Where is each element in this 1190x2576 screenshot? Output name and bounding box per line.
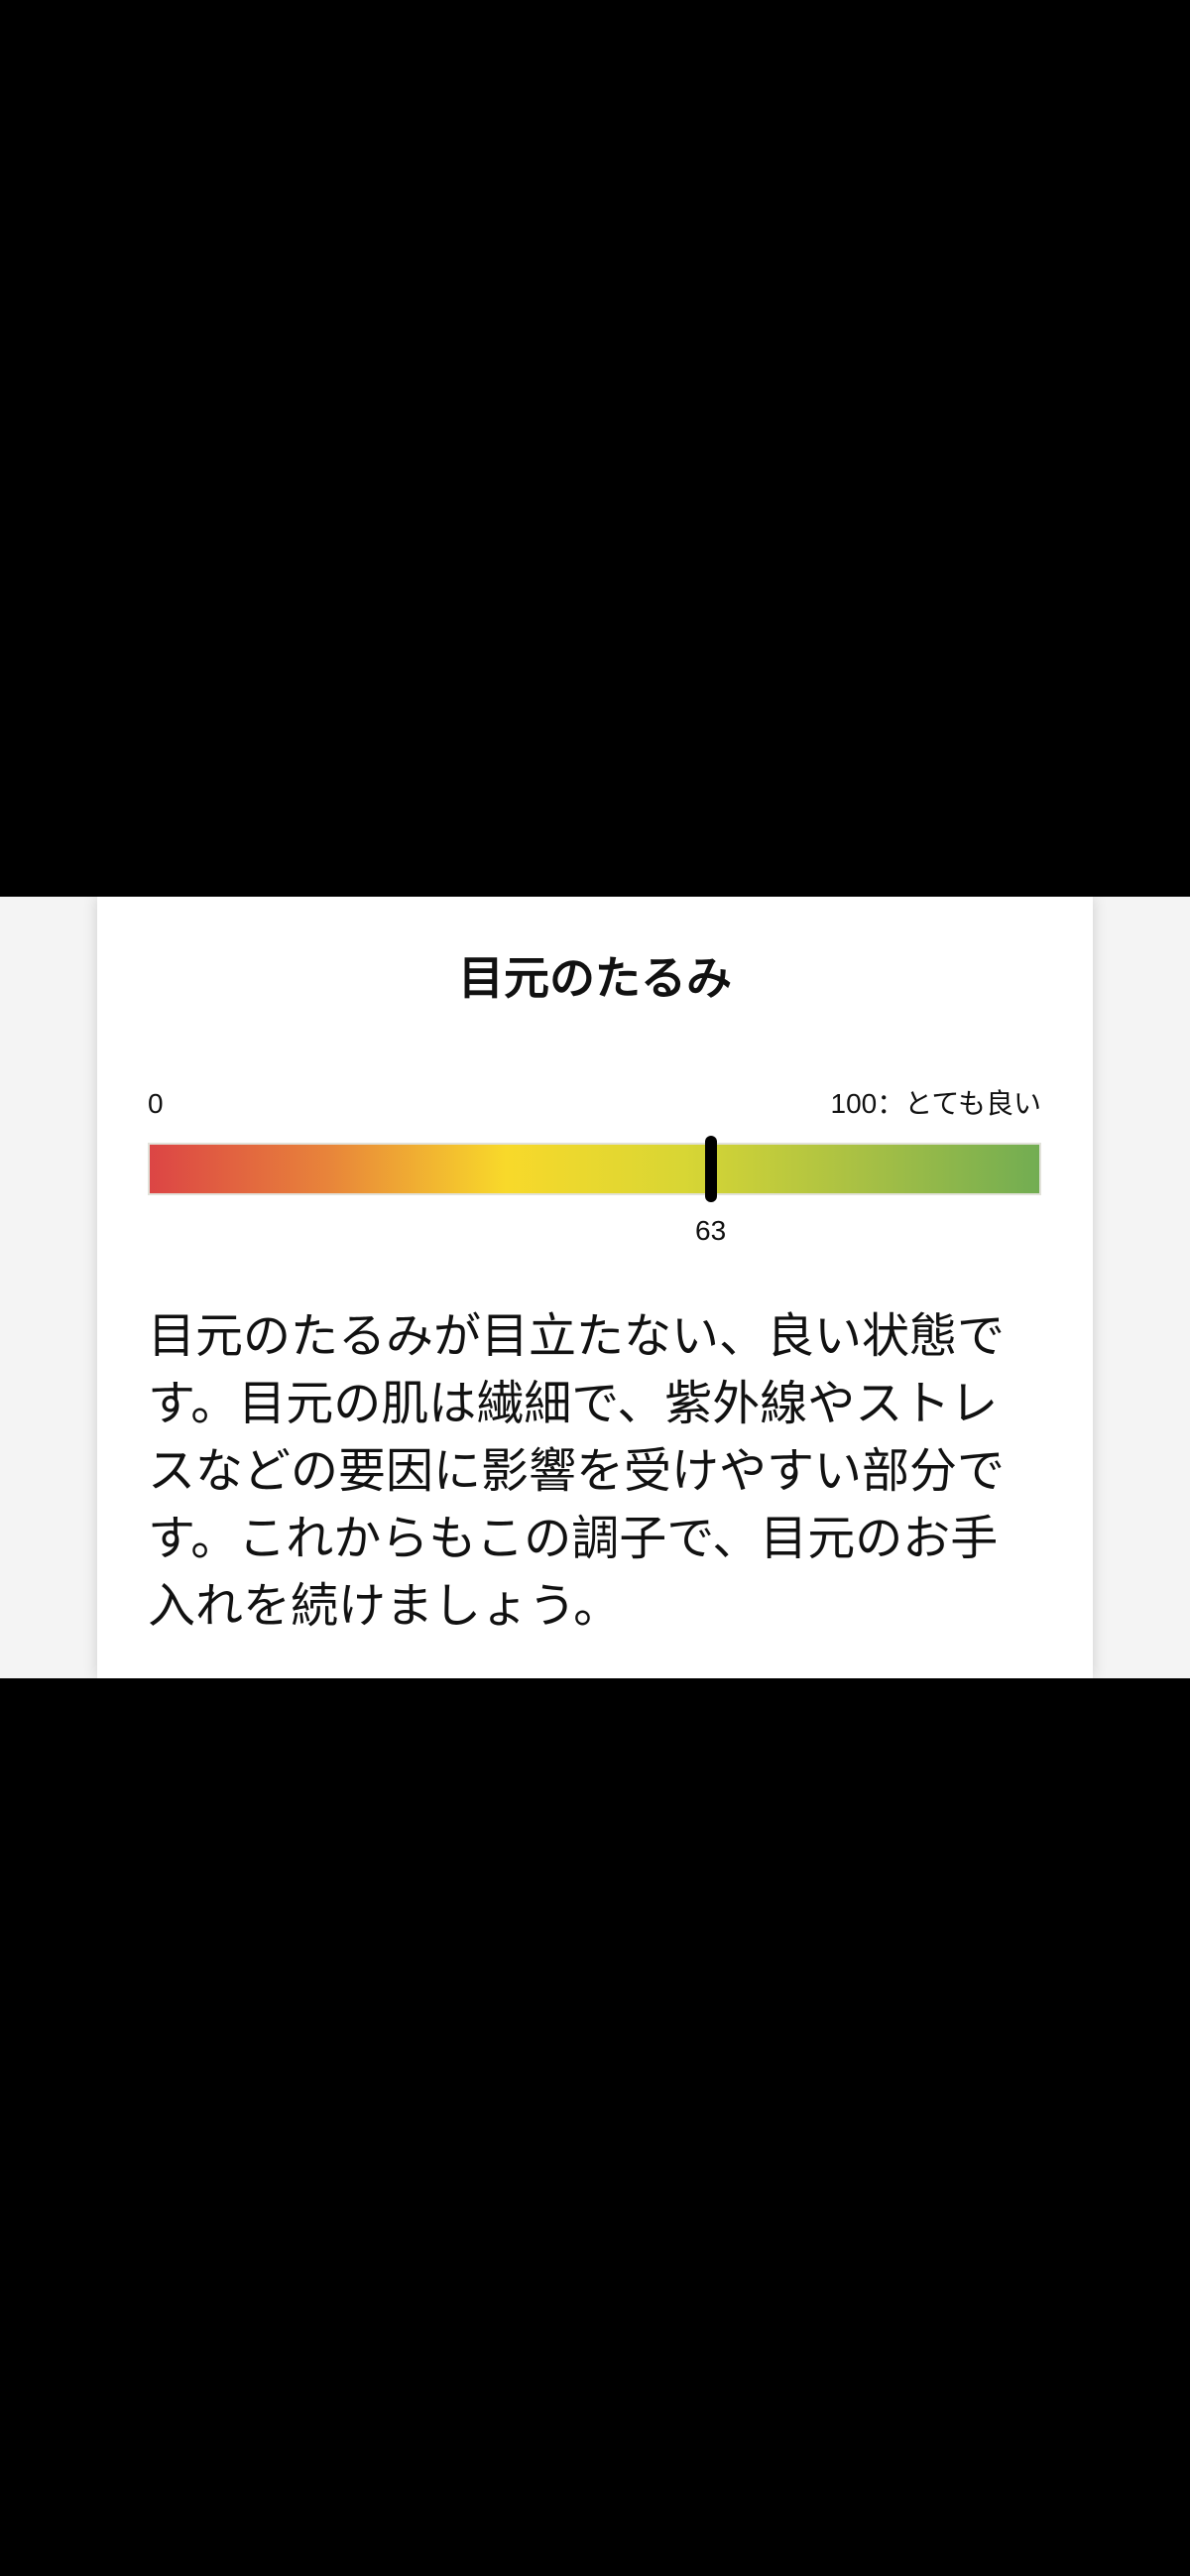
scale-max-label: 100：とても良い — [830, 1088, 1041, 1119]
score-marker — [704, 1136, 717, 1202]
result-card: 目元のたるみ 0 100：とても良い 63 目元のたるみが目立たない、良い状態で… — [97, 897, 1093, 1678]
content-band: 目元のたるみ 0 100：とても良い 63 目元のたるみが目立たない、良い状態で… — [0, 897, 1190, 1678]
scale-min-label: 0 — [148, 1088, 164, 1119]
score-gradient-bar — [148, 1143, 1041, 1195]
score-value: 63 — [695, 1215, 727, 1246]
description-text: 目元のたるみが目立たない、良い状態です。目元の肌は繊細で、紫外線やストレスなどの… — [148, 1310, 1006, 1633]
card-title: 目元のたるみ — [458, 952, 732, 1004]
